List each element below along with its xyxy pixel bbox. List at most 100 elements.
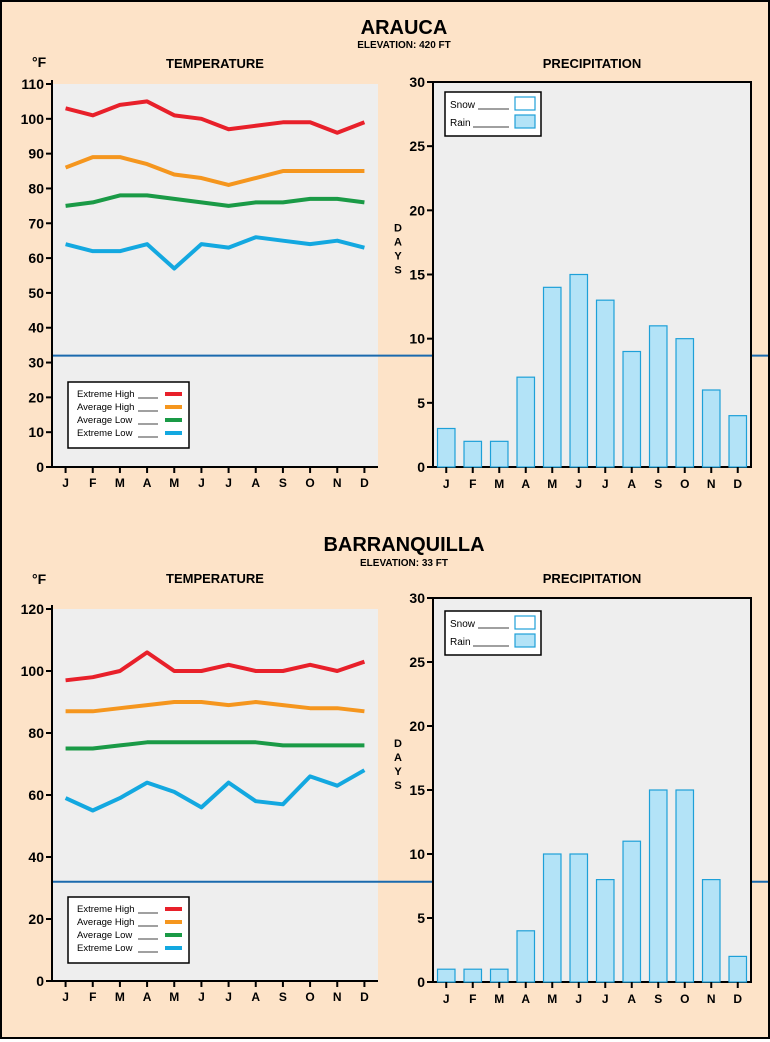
temp-y-tick-label: 60 (28, 250, 44, 266)
precip-days-label-letter: A (394, 236, 402, 248)
temp-y-tick-label: 0 (36, 973, 44, 989)
precip-y-tick-label: 25 (409, 138, 425, 154)
temp-y-tick-label: 100 (21, 663, 45, 679)
temp-y-tick-label: 100 (21, 111, 45, 127)
precip-bar (542, 853, 562, 983)
temp-legend-label: Extreme High (77, 389, 135, 400)
temp-y-tick-label: 20 (28, 389, 44, 405)
precip-legend (444, 610, 542, 656)
precip-bar (622, 840, 642, 983)
temp-y-tick-label: 20 (28, 911, 44, 927)
series-line-average-high (65, 700, 365, 714)
precip-legend-swatch-snow (514, 615, 536, 630)
temperature-title: TEMPERATURE (166, 571, 264, 586)
precip-y-tick-label: 20 (409, 718, 425, 734)
precip-x-tick-label: O (680, 992, 689, 1006)
precip-x-tick-label: A (521, 992, 530, 1006)
temp-x-tick-label: J (62, 990, 69, 1004)
temp-y-tick-label: 90 (28, 146, 44, 162)
precip-bar (436, 427, 456, 468)
precip-days-label-letter: S (394, 264, 401, 276)
temp-y-tick-label: 40 (28, 320, 44, 336)
temp-y-tick-label: 110 (21, 76, 44, 92)
precip-x-tick-label: M (494, 477, 504, 491)
precip-bar (701, 389, 721, 468)
precip-x-tick-label: M (494, 992, 504, 1006)
temp-x-tick-label: D (360, 476, 369, 490)
precip-x-tick-label: J (575, 477, 582, 491)
precip-bar (728, 415, 748, 468)
series-line-extreme-low (64, 768, 366, 813)
precip-bar (463, 968, 483, 983)
temp-y-tick-label: 120 (21, 601, 45, 617)
precipitation-title: PRECIPITATION (543, 56, 641, 71)
precip-y-tick-label: 0 (417, 459, 425, 475)
temp-x-tick-label: O (305, 476, 314, 490)
precip-x-tick-label: F (469, 992, 476, 1006)
temp-y-tick-label: 70 (28, 215, 44, 231)
precip-x-tick-label: N (707, 992, 716, 1006)
series-line-extreme-high (65, 99, 366, 135)
temp-x-tick-label: J (62, 476, 69, 490)
precip-legend-label: Rain (450, 118, 471, 129)
temp-x-tick-label: A (251, 990, 260, 1004)
precip-x-tick-label: A (627, 992, 636, 1006)
series-line-extreme-low (65, 235, 365, 271)
precip-bar (436, 968, 456, 983)
temp-legend-label: Average Low (77, 415, 132, 426)
precip-days-label-letter: D (394, 738, 402, 750)
precip-days-label-letter: S (394, 780, 401, 792)
precip-legend-swatch-snow (514, 96, 536, 111)
precip-bar (489, 968, 509, 983)
temp-legend-label: Extreme Low (77, 428, 133, 439)
precip-days-label-letter: Y (394, 766, 402, 778)
precipitation-title: PRECIPITATION (543, 571, 641, 586)
temp-legend-label: Average Low (77, 930, 132, 941)
precip-y-tick-label: 15 (409, 782, 425, 798)
precip-x-tick-label: J (443, 477, 450, 491)
station-name: ARAUCA (361, 17, 448, 39)
temp-y-tick-label: 30 (28, 355, 44, 371)
precip-x-tick-label: J (575, 992, 582, 1006)
precip-legend-label: Rain (450, 637, 471, 648)
precip-x-tick-label: F (469, 477, 476, 491)
precip-legend-swatch-rain (514, 633, 536, 648)
temp-x-tick-label: M (169, 990, 179, 1004)
temp-legend-label: Average High (77, 402, 134, 413)
precip-y-tick-label: 15 (409, 267, 425, 283)
temp-x-tick-label: M (169, 476, 179, 490)
station-name: BARRANQUILLA (323, 534, 484, 556)
precip-x-tick-label: J (443, 992, 450, 1006)
precip-x-tick-label: A (521, 477, 530, 491)
temp-y-tick-label: 50 (28, 285, 44, 301)
temp-legend-label: Average High (77, 917, 134, 928)
temp-x-tick-label: S (279, 990, 287, 1004)
series-line-average-low (65, 193, 365, 208)
precip-y-tick-label: 5 (417, 910, 425, 926)
precip-y-tick-label: 10 (409, 846, 425, 862)
temp-legend-label: Extreme Low (77, 943, 133, 954)
temp-x-tick-label: M (115, 990, 125, 1004)
temp-x-tick-label: O (305, 990, 314, 1004)
temp-x-tick-label: J (225, 476, 232, 490)
temp-legend-label: Extreme High (77, 904, 135, 915)
temp-x-tick-label: F (89, 990, 96, 1004)
precip-bar (728, 955, 748, 983)
precip-bar (569, 273, 589, 468)
precip-y-tick-label: 5 (417, 395, 425, 411)
precip-y-tick-label: 25 (409, 654, 425, 670)
precip-bar (622, 350, 642, 468)
precip-bar (463, 440, 483, 468)
temp-x-tick-label: A (251, 476, 260, 490)
precip-x-tick-label: A (627, 477, 636, 491)
precip-x-tick-label: D (733, 992, 742, 1006)
temp-x-tick-label: J (198, 990, 205, 1004)
temp-x-tick-label: J (225, 990, 232, 1004)
precip-y-tick-label: 30 (409, 74, 425, 90)
station-barranquilla-group: BARRANQUILLA ELEVATION: 33 FT °F TEMPERATUR… (21, 534, 768, 1006)
temp-x-tick-label: N (333, 990, 342, 1004)
precip-x-tick-label: S (654, 992, 662, 1006)
precip-bar (542, 286, 562, 468)
